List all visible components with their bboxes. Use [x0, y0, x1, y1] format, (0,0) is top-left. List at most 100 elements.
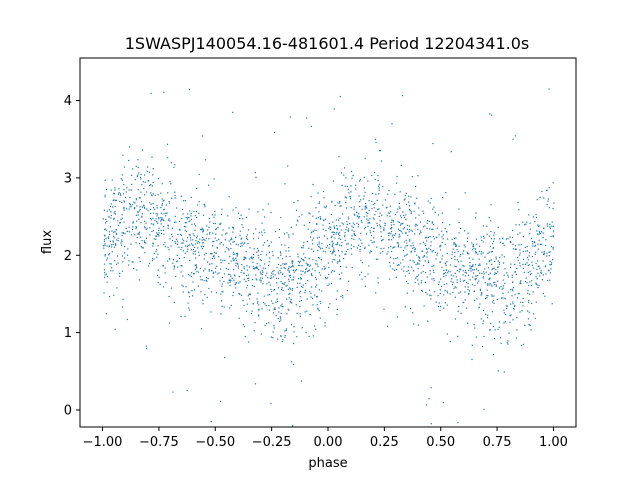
scatter-point [115, 233, 118, 236]
scatter-point [315, 217, 317, 219]
scatter-point [302, 259, 304, 261]
scatter-point [462, 270, 464, 272]
scatter-point [445, 264, 447, 266]
scatter-point [227, 268, 229, 270]
scatter-point [156, 256, 158, 258]
scatter-point [337, 233, 339, 236]
scatter-point [243, 243, 245, 245]
scatter-point [103, 234, 106, 236]
scatter-point [323, 197, 325, 199]
scatter-point [374, 178, 376, 180]
scatter-point [426, 240, 428, 242]
scatter-point [540, 272, 543, 274]
scatter-point [123, 209, 125, 211]
scatter-point [353, 233, 355, 235]
scatter-point [427, 220, 429, 222]
scatter-point [427, 260, 430, 262]
scatter-point [467, 237, 469, 239]
scatter-point [529, 252, 531, 254]
scatter-point [194, 253, 196, 255]
scatter-point [282, 306, 284, 308]
scatter-point [341, 241, 343, 244]
scatter-point [359, 245, 361, 248]
scatter-point [184, 245, 187, 247]
scatter-point [212, 241, 214, 243]
scatter-point [440, 278, 442, 280]
y-tick-label: 2 [64, 249, 72, 264]
scatter-point [143, 226, 145, 228]
scatter-point [256, 263, 258, 265]
scatter-point [532, 243, 534, 245]
scatter-point [196, 237, 198, 239]
scatter-point [269, 257, 271, 259]
scatter-point [200, 328, 203, 330]
scatter-point [536, 233, 538, 235]
scatter-point [458, 305, 460, 307]
scatter-point [318, 236, 320, 238]
scatter-point [488, 273, 490, 276]
scatter-point [365, 206, 367, 208]
scatter-point [511, 295, 513, 297]
scatter-point [315, 278, 317, 280]
scatter-point [255, 267, 257, 269]
scatter-point [384, 223, 386, 225]
scatter-point [150, 203, 152, 205]
scatter-point [483, 273, 485, 275]
scatter-point [262, 209, 264, 211]
scatter-point [303, 253, 305, 255]
scatter-point [236, 254, 238, 256]
scatter-point [359, 250, 361, 252]
scatter-point [523, 258, 525, 260]
scatter-point [446, 231, 448, 233]
scatter-point [430, 387, 432, 389]
scatter-point [190, 249, 193, 251]
scatter-point [549, 272, 551, 274]
scatter-point [386, 215, 388, 217]
scatter-point [439, 244, 441, 246]
scatter-point [306, 267, 308, 270]
scatter-point [202, 214, 205, 216]
scatter-point [137, 174, 139, 176]
scatter-point [337, 202, 339, 204]
scatter-point [364, 248, 366, 250]
scatter-point [333, 108, 335, 110]
scatter-point [287, 288, 289, 290]
scatter-point [122, 261, 124, 263]
scatter-point [266, 239, 268, 242]
scatter-point [221, 285, 223, 287]
scatter-point [194, 268, 197, 270]
scatter-point [130, 243, 132, 245]
scatter-point [111, 179, 113, 181]
scatter-point [536, 268, 538, 270]
scatter-point [113, 212, 115, 214]
scatter-point [297, 264, 300, 267]
scatter-point [428, 220, 430, 222]
scatter-point [189, 234, 191, 236]
scatter-point [181, 265, 183, 267]
scatter-point [285, 329, 287, 332]
scatter-point [438, 305, 440, 308]
scatter-point [476, 298, 478, 300]
scatter-point [137, 210, 139, 213]
scatter-point [111, 251, 113, 253]
scatter-point [502, 242, 504, 244]
scatter-point [454, 296, 456, 298]
scatter-point [538, 284, 540, 286]
scatter-point [399, 229, 401, 232]
scatter-point [179, 229, 181, 231]
scatter-point [502, 287, 504, 289]
scatter-point [409, 239, 411, 241]
scatter-point [289, 276, 291, 278]
scatter-point [347, 243, 349, 245]
scatter-point [463, 279, 465, 281]
scatter-point [489, 272, 491, 274]
scatter-point [482, 235, 485, 237]
scatter-point [332, 252, 334, 254]
scatter-point [453, 243, 455, 245]
scatter-point [377, 277, 379, 279]
scatter-point [316, 263, 318, 265]
scatter-point [232, 260, 235, 262]
scatter-point [117, 193, 119, 195]
scatter-point [190, 239, 192, 241]
scatter-point [135, 226, 137, 228]
